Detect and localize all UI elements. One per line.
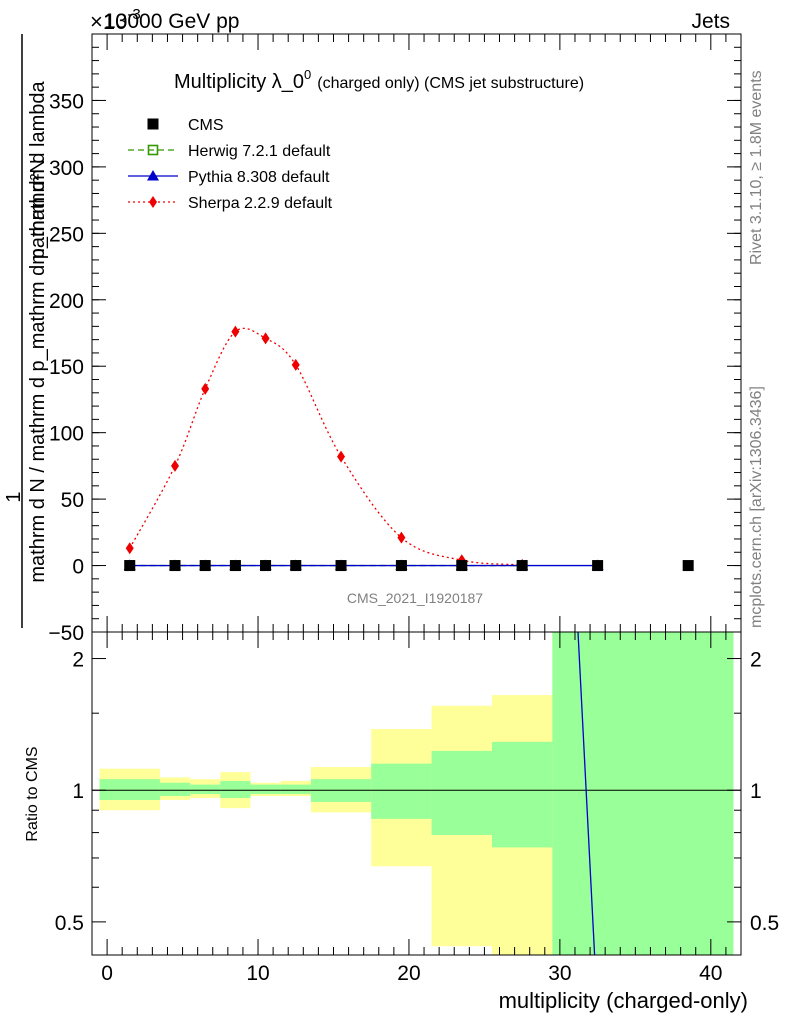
cms-data-point — [290, 560, 302, 572]
x-axis-label: multiplicity (charged-only) — [499, 988, 748, 1013]
legend-label: Pythia 8.308 default — [188, 169, 330, 186]
sherpa-point — [261, 332, 270, 345]
rivet-version-label: Rivet 3.1.10, ≥ 1.8M events — [748, 70, 765, 265]
stat-uncertainty-band — [99, 779, 160, 800]
y-axis-label-numerator: 1 — [3, 491, 25, 502]
xtick-label: 10 — [246, 962, 269, 985]
main-ytick-label: 50 — [61, 489, 84, 512]
ratio-panel: 0.5 0.51 12 20 10 20 30 40 — [55, 631, 779, 985]
cms-data-point — [260, 560, 272, 572]
stat-uncertainty-band — [552, 632, 734, 955]
cms-data-point — [199, 560, 211, 572]
sherpa-point — [337, 450, 346, 463]
stat-uncertainty-band — [159, 782, 191, 797]
ratio-plot-frame — [91, 631, 742, 956]
sherpa-point — [201, 382, 210, 395]
plot-title: Multiplicity λ_00(charged only) (CMS jet… — [174, 67, 584, 93]
mcplots-site-label: mcplots.cern.ch [arXiv:1306.3436] — [748, 386, 765, 628]
main-series-group — [123, 325, 694, 572]
xtick-label: 30 — [548, 962, 571, 985]
cms-data-point — [592, 560, 604, 572]
xtick-label: 20 — [397, 962, 420, 985]
sherpa-point — [171, 459, 180, 472]
y-axis-label-denominator: mathrm d N / mathrm d p_mathrm d p_mathr… — [27, 80, 49, 582]
main-ytick-label: 100 — [49, 423, 84, 446]
ratio-ytick-label: 2 — [72, 649, 84, 672]
legend-label: Herwig 7.2.1 default — [188, 143, 331, 160]
legend-label: CMS — [188, 117, 224, 134]
cms-data-point — [124, 560, 136, 572]
ratio-ytick-label: 0.5 — [55, 912, 84, 935]
cms-data-point — [395, 560, 407, 572]
xtick-label: 40 — [699, 962, 722, 985]
cms-data-point — [147, 118, 159, 130]
main-ytick-label: 200 — [49, 290, 84, 313]
cms-data-point — [456, 560, 468, 572]
ratio-ytick-label: 1 — [72, 780, 84, 803]
sherpa-point — [291, 358, 300, 371]
ratio-line-pythia — [577, 631, 596, 956]
stat-uncertainty-band — [491, 741, 553, 848]
stat-uncertainty-band — [371, 763, 432, 819]
sherpa-point — [397, 531, 406, 544]
analysis-watermark: CMS_2021_I1920187 — [347, 590, 483, 606]
cms-data-point — [169, 560, 181, 572]
ratio-ytick-label-right: 0.5 — [750, 912, 779, 935]
xtick-label: 0 — [101, 962, 113, 985]
ratio-axis-ticks: 0.5 0.51 12 20 10 20 30 40 — [55, 632, 779, 985]
y-axis-label-top: mathrm d²N — [27, 159, 49, 265]
ratio-ytick-label-right: 1 — [750, 780, 762, 803]
main-ytick-label: −50 — [48, 622, 84, 645]
main-panel: −50 0 50 100 150 200 250 300 350 Multiplicity λ_… — [48, 33, 742, 645]
main-ytick-label: 0 — [72, 556, 84, 579]
ratio-uncertainty-bands — [99, 632, 734, 955]
energy-label: 13000 GeV pp — [104, 10, 239, 33]
stat-uncertainty-band — [220, 780, 251, 798]
sherpa-point — [125, 542, 134, 555]
sherpa-point — [149, 196, 157, 208]
ratio-y-axis-label: Ratio to CMS — [24, 746, 41, 841]
legend: CMS Herwig 7.2.1 default Pythia 8.308 defa… — [128, 117, 333, 212]
cms-data-point — [516, 560, 528, 572]
main-ytick-label: 150 — [49, 356, 84, 379]
legend-label: Sherpa 2.2.9 default — [188, 195, 333, 212]
series-line-sherpa — [129, 327, 523, 566]
cms-data-point — [335, 560, 347, 572]
main-ytick-label: 350 — [49, 90, 84, 113]
stat-uncertainty-band — [431, 750, 492, 835]
herwig-point — [147, 144, 159, 156]
sherpa-point — [231, 325, 240, 338]
main-axis-ticks: −50 0 50 100 150 200 250 300 350 — [48, 33, 741, 645]
stat-uncertainty-band — [250, 784, 281, 795]
stat-uncertainty-band — [280, 784, 311, 795]
exponent-label: ×10-3 — [90, 6, 141, 34]
main-ytick-label: 250 — [49, 223, 84, 246]
cms-data-point — [229, 560, 241, 572]
cms-data-point — [682, 560, 694, 572]
ratio-ytick-label-right: 2 — [750, 649, 762, 672]
pythia-point — [147, 170, 159, 181]
ratio-series-group — [577, 631, 596, 956]
stat-uncertainty-band — [190, 784, 221, 795]
main-ytick-label: 300 — [49, 157, 84, 180]
category-label: Jets — [691, 10, 730, 33]
